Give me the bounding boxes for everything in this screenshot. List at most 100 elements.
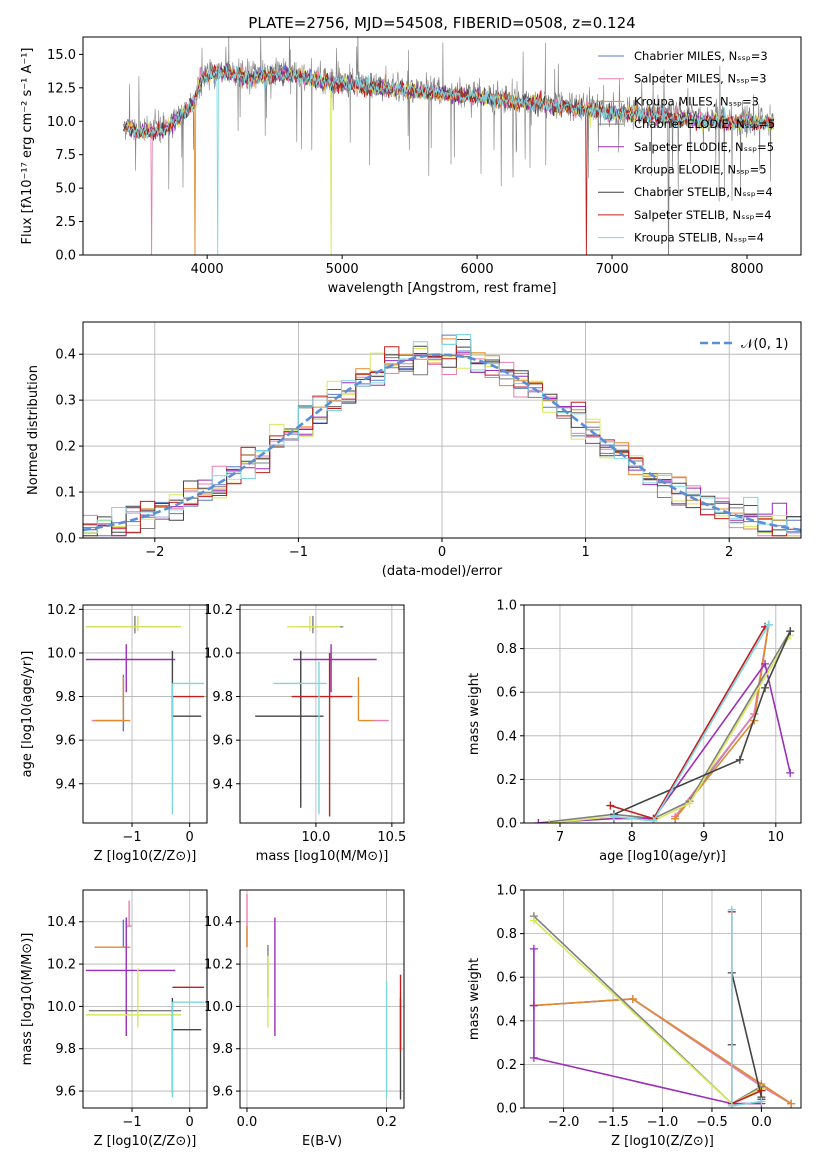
plot-area — [255, 615, 389, 817]
axes-frame — [82, 36, 802, 256]
weight-marker — [786, 768, 795, 777]
x-axis-label: mass [log10(M/M⊙)] — [256, 849, 389, 864]
y-tick-label: 0.4 — [496, 729, 517, 744]
x-tick-label: 6000 — [461, 262, 494, 277]
x-tick-label: 1 — [581, 545, 589, 560]
x-tick-label: 10 — [768, 830, 785, 845]
y-axis-label: mass weight — [467, 673, 482, 755]
weight-marker — [649, 816, 658, 823]
legend-entry: Kroupa MILES, Nₛₛₚ=3 — [634, 94, 759, 108]
legend-entry: Kroupa STELIB, Nₛₛₚ=4 — [634, 231, 764, 245]
y-tick-label: 5.0 — [55, 182, 76, 197]
x-axis-label: (data-model)/error — [382, 564, 503, 579]
y-tick-label: 10.0 — [47, 115, 76, 130]
x-tick-label: 7 — [556, 830, 564, 845]
weight-marker — [761, 659, 770, 668]
y-tick-label: 10.2 — [204, 603, 233, 618]
plot-area — [529, 905, 796, 1108]
x-tick-label: 2 — [725, 545, 733, 560]
weight-marker — [534, 819, 543, 823]
y-tick-label: 0.0 — [55, 532, 76, 547]
plot-area — [83, 334, 801, 537]
model-spectrum-line — [125, 66, 775, 255]
weight-marker — [764, 620, 773, 629]
x-tick-label: 8000 — [730, 262, 763, 277]
x-tick-label: 0 — [438, 545, 446, 560]
weight-marker — [609, 812, 618, 821]
x-axis-label: Z [log10(Z/Z⊙)] — [94, 1134, 197, 1149]
weight-marker — [786, 627, 795, 636]
weight-marker — [757, 1097, 766, 1106]
y-tick-label: 0.4 — [496, 1014, 517, 1029]
legend-entry: Kroupa ELODIE, Nₛₛₚ=5 — [634, 163, 767, 177]
y-tick-label: 0.2 — [55, 440, 76, 455]
x-axis-label: Z [log10(Z/Z⊙)] — [611, 1134, 714, 1149]
plot-area — [123, 37, 775, 255]
y-tick-label: 10.0 — [204, 1000, 233, 1015]
y-axis-label: Normed distribution — [26, 365, 41, 495]
weight-marker — [727, 1101, 736, 1108]
y-tick-label: 10.0 — [47, 1000, 76, 1015]
weight-series-line — [533, 998, 792, 1105]
histogram-series — [83, 339, 801, 537]
axes-frame — [239, 604, 405, 824]
axes-frame — [82, 604, 208, 824]
legend-entry: Chabrier STELIB, Nₛₛₚ=4 — [634, 185, 773, 199]
histogram-series — [83, 334, 801, 534]
x-tick-label: −1 — [122, 830, 141, 845]
histogram-series — [83, 345, 801, 537]
y-tick-label: 10.2 — [47, 603, 76, 618]
plot-area — [246, 894, 402, 1100]
gridlines — [240, 605, 404, 823]
y-tick-label: 0.3 — [55, 394, 76, 409]
x-tick-label: 7000 — [596, 262, 629, 277]
legend-entry: Chabrier ELODIE, Nₛₛₚ=5 — [634, 117, 775, 131]
y-tick-label: 10.0 — [204, 646, 233, 661]
weight-series-line — [613, 630, 791, 816]
residuals-panel: −2 −1 0 1 2 0.0 0.1 0.2 0.3 0.4 (data-model)/error… — [26, 321, 802, 579]
x-axis-label: E(B-V) — [302, 1134, 342, 1149]
y-tick-label: 9.8 — [55, 1042, 76, 1057]
x-tick-label: 8 — [628, 830, 636, 845]
y-tick-label: 0.1 — [55, 486, 76, 501]
weight-marker — [727, 905, 736, 914]
y-tick-label: 10.0 — [47, 646, 76, 661]
age-vs-mass-panel: 10.0 10.5 9.4 9.6 9.8 10.0 10.2 mass [log10(M/M… — [204, 603, 406, 864]
weight-marker — [735, 755, 744, 764]
x-tick-label: 10.0 — [301, 830, 330, 845]
axes-frame — [239, 889, 405, 1109]
legend-entry: Salpeter ELODIE, Nₛₛₚ=5 — [634, 140, 774, 154]
spectrum-panel: 4000 5000 6000 7000 8000 0.0 2.5 5.0 7.5 10.0 12.5… — [20, 14, 802, 296]
chart-title: PLATE=2756, MJD=54508, FIBERID=0508, z=0… — [248, 14, 635, 32]
x-tick-label: 10.5 — [377, 830, 406, 845]
gridlines — [83, 890, 207, 1108]
weight-series-line — [538, 630, 791, 823]
legend: Chabrier MILES, Nₛₛₚ=3 Salpeter MILES, Nₛ… — [598, 49, 775, 245]
weight-marker — [529, 1001, 538, 1010]
legend-entry: Salpeter STELIB, Nₛₛₚ=4 — [634, 208, 772, 222]
legend-entry: Salpeter MILES, Nₛₛₚ=3 — [634, 72, 767, 86]
weight-series-line — [613, 624, 770, 822]
gridlines — [83, 605, 207, 823]
x-tick-label: 0.0 — [751, 1115, 772, 1130]
plot-area — [85, 615, 205, 815]
axes-frame — [82, 889, 208, 1109]
y-tick-label: 10.4 — [204, 915, 233, 930]
age-vs-Z-panel: −1 0 9.4 9.6 9.8 10.0 10.2 Z [log10(Z/Z⊙)] age [… — [20, 603, 208, 864]
legend-entry: 𝒩(0, 1) — [741, 337, 788, 352]
x-tick-label: 0 — [186, 1115, 194, 1130]
y-tick-label: 9.6 — [212, 1085, 233, 1100]
y-tick-label: 9.4 — [55, 777, 76, 792]
x-tick-label: 9 — [700, 830, 708, 845]
x-tick-label: −1.0 — [647, 1115, 679, 1130]
legend: 𝒩(0, 1) — [700, 337, 788, 352]
axes-frame — [82, 321, 802, 539]
y-tick-label: 0.8 — [496, 642, 517, 657]
x-tick-label: 0.0 — [237, 1115, 258, 1130]
y-tick-label: 1.0 — [496, 599, 517, 614]
y-tick-label: 0.2 — [496, 1058, 517, 1073]
y-tick-label: 15.0 — [47, 48, 76, 63]
histogram-series — [83, 353, 801, 537]
x-tick-label: −1 — [289, 545, 308, 560]
